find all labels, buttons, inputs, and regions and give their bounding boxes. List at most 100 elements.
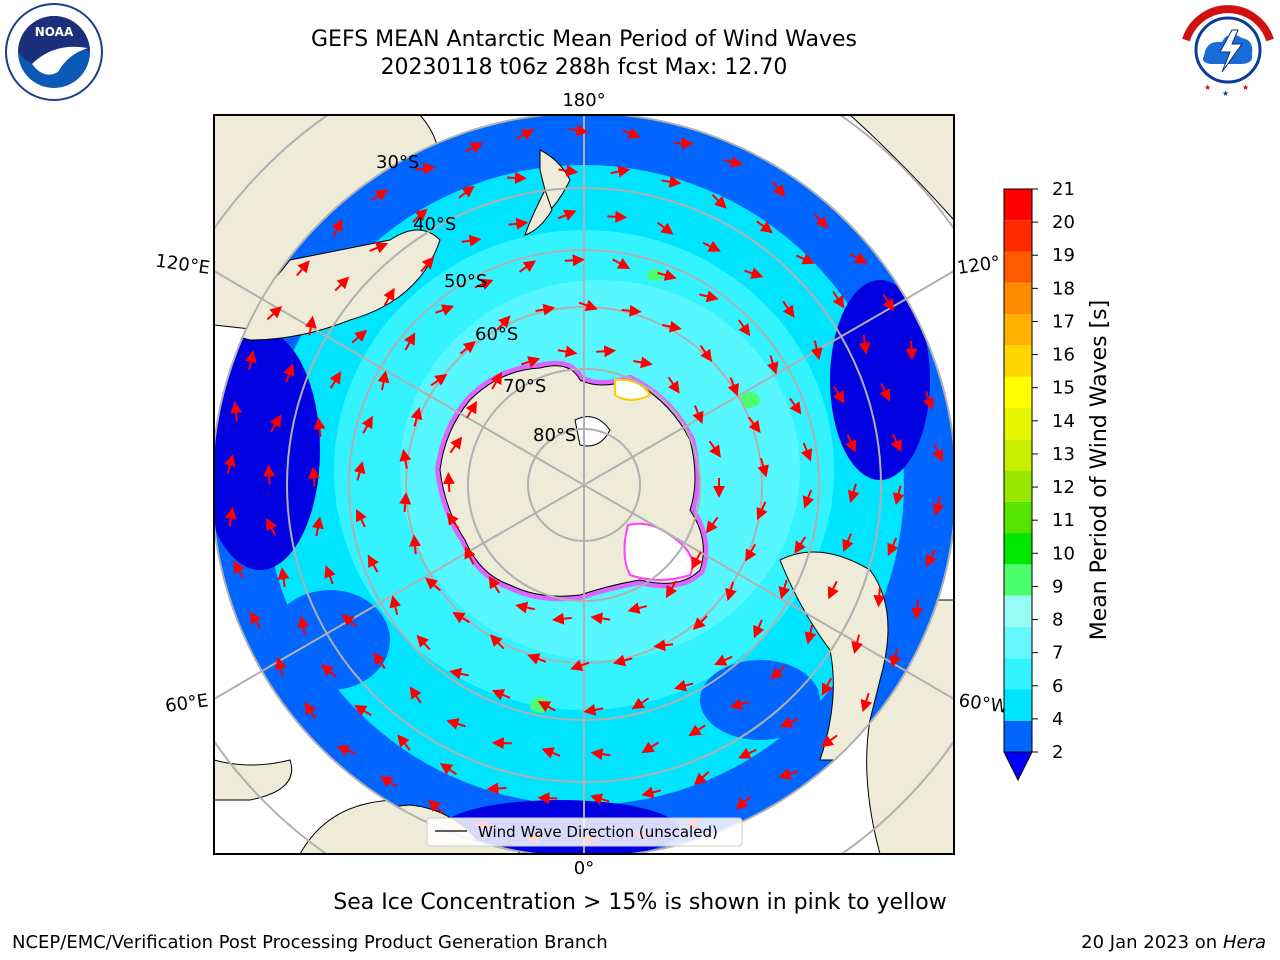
wind-wave-arrow [641,786,662,799]
wind-wave-arrow [821,677,833,696]
colorbar-bin [1004,720,1032,752]
wind-wave-arrow [932,496,945,517]
colorbar-tick-label: 16 [1052,345,1075,366]
wind-wave-arrow [820,734,838,748]
wind-wave-arrow [464,546,476,565]
lon-label-120w: 120° [956,252,1002,279]
wind-wave-arrow [621,127,641,139]
wind-wave-arrow [757,457,769,478]
wind-wave-arrow [699,345,713,363]
wind-wave-arrow [744,267,764,279]
chart-subtitle: 20230118 t06z 288h fcst Max: 12.70 [380,55,788,80]
colorbar-tick-label: 18 [1052,278,1075,299]
wind-wave-arrow [590,612,611,625]
wind-wave-arrow [274,656,287,677]
wind-wave-arrow [708,440,721,458]
wind-wave-arrow [612,654,633,667]
wind-wave-arrow [428,799,444,814]
wind-wave-arrow [714,654,733,666]
wind-wave-arrow [389,595,402,615]
wind-wave-arrow [890,433,902,453]
wind-wave-arrow [753,619,765,639]
colorbar-bin [1004,282,1032,315]
wind-wave-arrow [756,501,768,521]
wind-wave-arrow [537,792,558,805]
wind-wave-arrow [557,209,577,221]
wind-wave-arrow [832,291,845,309]
wind-wave-arrow [657,269,677,281]
wind-wave-arrow [653,639,674,652]
colorbar-bin [1004,376,1032,408]
colorbar-outline [1003,188,1033,753]
colorbar-bin [1004,189,1032,221]
lon-label-60e: 60°E [164,690,210,717]
colorbar-tick-label: 10 [1052,543,1075,564]
lon-label-60w: 60°W [957,690,1009,718]
lat-label-70s: 70°S [503,376,546,397]
wind-wave-arrow [847,483,860,503]
wind-wave-arrow [412,208,428,223]
colorbar-bin [1004,345,1032,377]
wind-wave-arrow [416,634,431,651]
colorbar: 2 4 6 7 8 9 10 11 12 13 14 15 16 17 18 19 20 21 [1003,179,1075,782]
wind-wave-arrow [610,165,631,178]
wind-wave-arrow [725,581,737,602]
map-legend: Wind Wave Direction (unscaled) [426,817,743,847]
wind-wave-arrow [873,587,886,608]
colorbar-bin [1004,314,1032,346]
wind-wave-arrow [399,492,412,513]
wind-wave-arrow [723,156,744,168]
wind-wave-arrow [662,320,682,333]
wind-wave-arrow [446,718,466,730]
wind-wave-arrow [488,575,501,594]
wind-wave-arrow [296,260,310,277]
wind-wave-arrow [377,370,390,391]
colorbar-bin [1004,220,1032,252]
lon-label-0: 0° [574,858,594,879]
colorbar-tick-label: 2 [1052,742,1063,763]
colorbar-tick-label: 20 [1052,212,1075,233]
colorbar-bin [1004,439,1032,471]
wind-wave-arrow [452,611,470,624]
wind-wave-arrow [778,579,791,600]
wind-wave-arrow [702,240,721,252]
wind-wave-arrow [621,304,642,317]
wind-wave-arrow [564,254,585,267]
wind-wave-arrow [557,345,578,358]
wind-wave-arrow [223,454,236,474]
nws-logo: ★ ★ ★ [1179,1,1277,99]
wind-wave-arrow [922,391,935,411]
wind-wave-arrow [230,401,243,422]
wind-wave-arrow [778,768,798,780]
wind-wave-arrow [631,697,650,710]
wind-wave-arrow [491,689,511,701]
wind-wave-arrow [711,194,727,209]
wind-wave-arrow [277,567,290,588]
wind-wave-arrow [612,257,631,269]
colorbar-tick-label: 21 [1052,179,1075,200]
lat-label-50s: 50°S [444,271,487,292]
wind-wave-arrow [489,634,505,650]
wind-wave-arrow [249,611,262,629]
colorbar-tick-label: 4 [1052,709,1063,730]
wind-wave-arrow [351,329,368,344]
svg-text:★: ★ [1242,83,1249,92]
wind-wave-arrow [224,506,237,527]
graticule [214,115,954,854]
wind-wave-arrow [699,290,719,303]
wind-wave-arrow [308,466,320,487]
wind-wave-arrow [842,533,854,552]
wind-wave-arrow [354,704,372,717]
wind-wave-arrow [283,363,295,383]
colorbar-tick-label: 17 [1052,311,1075,332]
wind-wave-arrow [804,624,817,645]
colorbar-bin [1004,564,1032,596]
wind-wave-arrow [520,356,541,368]
wind-wave-arrow [515,601,535,614]
wind-wave-arrow [633,356,653,369]
wind-wave-arrow [911,599,924,620]
wind-wave-arrow [535,303,556,316]
wind-wave-arrow [409,686,422,704]
wind-wave-arrow [449,436,463,454]
